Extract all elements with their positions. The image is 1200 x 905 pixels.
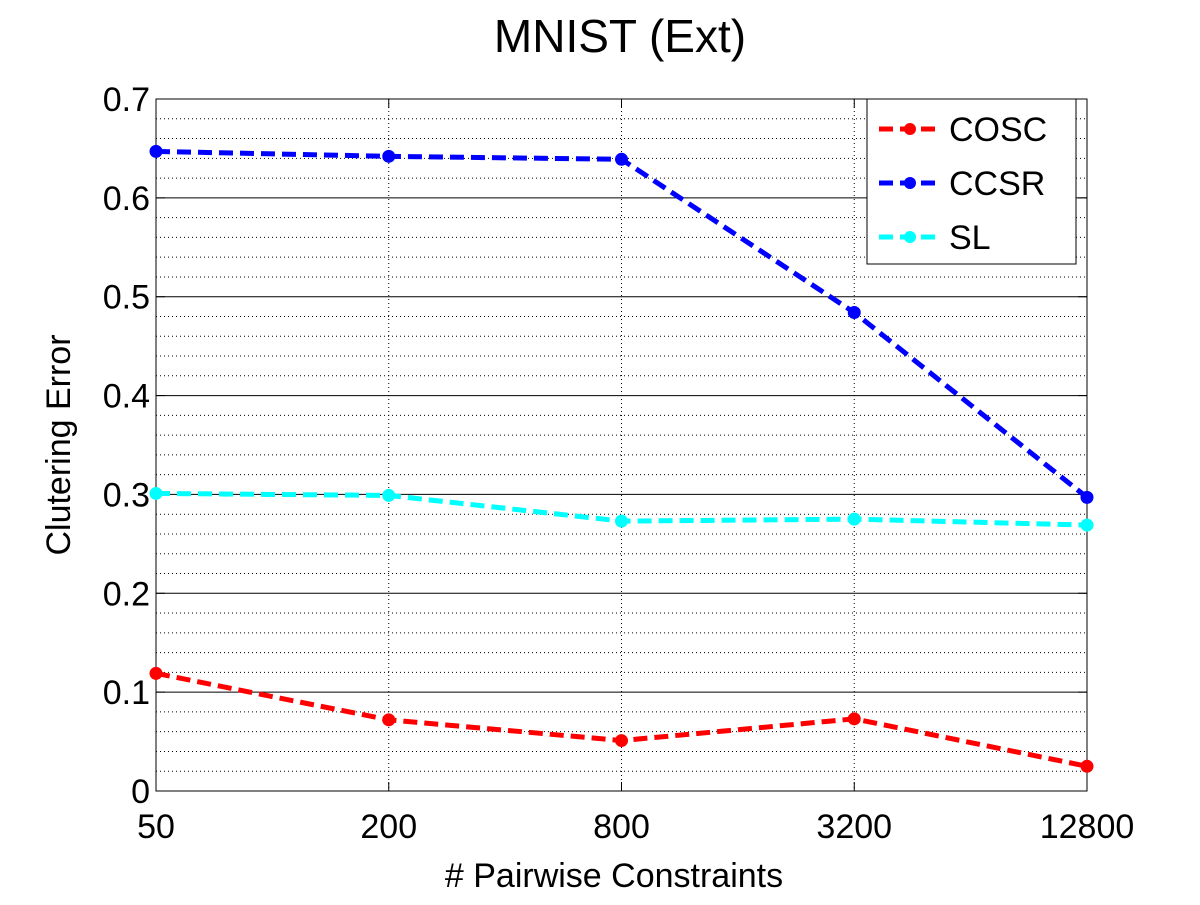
data-point-cosc — [847, 712, 861, 726]
data-point-sl — [382, 488, 396, 502]
series-layer — [149, 144, 1094, 773]
y-tick-label: 0.3 — [103, 476, 150, 514]
y-tick-label: 0.7 — [103, 81, 150, 119]
x-tick-label: 800 — [593, 808, 650, 846]
legend-label-ccsr: CCSR — [949, 165, 1045, 203]
x-tick-label: 3200 — [816, 808, 892, 846]
x-tick-label: 50 — [137, 808, 175, 846]
y-axis-label: Clutering Error — [40, 334, 78, 555]
legend-marker-cosc — [904, 123, 916, 135]
y-tick-label: 0.1 — [103, 674, 150, 712]
data-point-sl — [615, 514, 628, 528]
y-tick-label: 0.4 — [103, 378, 150, 416]
ticks-layer: 0 0.1 0.2 0.3 0.4 0.5 0.6 0.7 50 200 800 3200 12800 — [103, 81, 1135, 846]
data-point-cosc — [615, 734, 628, 748]
data-point-sl — [1080, 518, 1094, 532]
y-tick-label: 0.5 — [103, 279, 150, 317]
data-point-cosc — [149, 666, 163, 680]
data-point-ccsr — [615, 152, 628, 166]
legend: COSC CCSR SL — [866, 98, 1077, 265]
data-point-ccsr — [149, 144, 163, 158]
data-point-ccsr — [382, 149, 396, 163]
data-point-sl — [149, 486, 163, 500]
y-tick-label: 0.6 — [103, 180, 150, 218]
x-tick-label: 12800 — [1040, 808, 1135, 846]
data-point-sl — [847, 512, 861, 526]
data-point-ccsr — [1080, 490, 1094, 504]
legend-marker-ccsr — [904, 177, 916, 189]
data-point-cosc — [1080, 759, 1094, 773]
data-point-ccsr — [847, 306, 861, 320]
legend-label-cosc: COSC — [949, 111, 1047, 149]
y-tick-label: 0.2 — [103, 575, 150, 613]
x-axis-label: # Pairwise Constraints — [445, 857, 783, 895]
chart-title: MNIST (Ext) — [494, 10, 746, 62]
y-tick-label: 0 — [131, 773, 150, 811]
data-point-cosc — [382, 713, 396, 727]
legend-label-sl: SL — [949, 219, 991, 257]
legend-marker-sl — [904, 231, 916, 243]
x-tick-label: 200 — [360, 808, 417, 846]
